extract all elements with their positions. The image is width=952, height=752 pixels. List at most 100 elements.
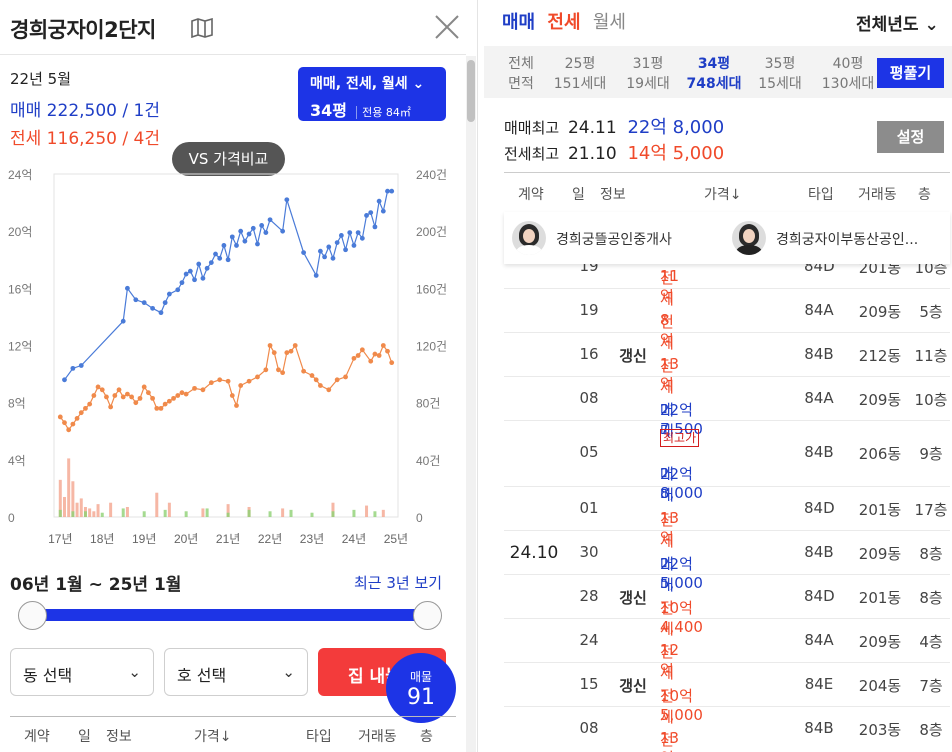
agent-avatar[interactable] [732,221,766,255]
pyeong-expand-button[interactable]: 평풀기 [877,58,944,88]
row-price-value: 11억 [660,267,680,305]
table-row[interactable]: 08 매매 22억 7,500 84A 209동 10층 [504,376,950,440]
volume-bar [62,496,66,517]
series-point [204,265,210,271]
volume-bar [58,509,62,517]
y-left-tick: 4억 [8,454,26,468]
volume-bar [167,502,171,517]
close-icon[interactable] [434,14,460,40]
series-point [288,348,294,354]
map-icon[interactable] [191,17,213,39]
tab-jeonse[interactable]: 전세 [547,12,581,33]
volume-bar [281,508,285,517]
volume-bar [96,504,100,517]
pyeong-tab-35[interactable]: 35평 15세대 [750,54,810,94]
date-range-label: 06년 1월 ~ 25년 1월 [10,575,182,595]
table-row[interactable]: 01 전세 13억 84D 201동 17층 [504,486,950,550]
chevron-down-icon: ⌄ [924,15,939,35]
pyeong-tab-bottom: 151세대 [553,76,607,92]
volume-bar [155,492,159,517]
series-point [343,247,348,253]
series-point [280,370,286,376]
x-tick: 21년 [216,532,240,546]
series-point [263,367,269,373]
th-floor: 층 [918,187,931,203]
pyeong-tab-bottom: 748세대 [686,76,742,92]
y-right-tick: 120건 [416,340,447,354]
series-point [171,395,176,401]
table-row[interactable]: 28 갱신 전세 10억 4,400 84D 201동 8층 [504,574,950,638]
table-row[interactable]: 05 최고가 매매 22억 8,000 84B 206동 9층 [504,420,950,504]
series-point [158,310,164,316]
volume-bar [58,479,62,517]
pyeong-tab-top: 40평 [832,56,864,72]
pyeong-tab-40[interactable]: 40평 130세대 [818,54,878,94]
table-row[interactable]: 16 갱신 전세 13억 84B 212동 11층 [504,332,950,396]
row-day: 16 [579,345,599,363]
volume-bar [163,509,167,517]
type-filter-button[interactable]: 매매, 전세, 월세 ⌄ 34평 전용 84㎡ [298,67,446,121]
pyeong-tab-top: 34평 [697,56,731,72]
y-right-tick: 240건 [416,168,447,182]
ho-select[interactable]: 호 선택 ⌄ [164,648,308,696]
row-price-value: 13억 [660,509,680,547]
series-point [389,360,395,366]
series-point [255,241,260,247]
listing-count-badge[interactable]: 매물 91 [386,653,456,723]
series-point [267,343,273,348]
th-floor: 층 [420,729,433,745]
series-point [179,390,185,396]
series-point [326,387,332,393]
series-point [234,243,239,248]
pyeong-tab-31[interactable]: 31평 19세대 [618,54,678,94]
row-unit-type: 84E [804,675,834,693]
settings-button[interactable]: 설정 [877,121,944,153]
row-floor: 10층 [914,391,948,409]
pyeong-tab-25[interactable]: 25평 151세대 [550,54,610,94]
series-point [250,225,256,231]
y-right-tick: 0 [416,511,423,525]
pyeong-tab-top: 25평 [564,56,596,72]
y-left-tick: 0 [8,511,15,525]
series-point [125,285,130,291]
series-point [179,280,185,286]
table-row[interactable]: 24 전세 12억 84A 209동 4층 [504,618,950,682]
table-row[interactable]: 24.10 30 매매 22억 5,000 84B 209동 8층 [504,530,950,594]
row-dong: 203동 [858,721,902,739]
slider-handle-end[interactable] [413,601,442,630]
recent-3y-link[interactable]: 최근 3년 보기 [354,574,443,592]
agent-name[interactable]: 경희궁뜰공인중개사 [556,232,672,248]
volume-bar [71,481,75,517]
pyeong-tab-34[interactable]: 34평 748세대 [682,54,746,94]
dong-select[interactable]: 동 선택 ⌄ [10,648,154,696]
table-row[interactable]: 15 갱신 전세 10억 5,000 84E 204동 7층 [504,662,950,726]
agent-avatar[interactable] [512,221,546,255]
series-point [309,373,315,378]
th-dong: 거래동 [358,729,397,745]
series-line [64,190,392,381]
row-day: 15 [579,675,599,693]
table-row[interactable]: 19 전세 8억 84A 209동 5층 [504,288,950,352]
pyeong-tab-all[interactable]: 전체 면적 [496,54,546,94]
row-dong: 212동 [858,347,902,365]
row-day: 28 [579,587,599,605]
year-select[interactable]: 전체년도 ⌄ [856,10,939,35]
th-price[interactable]: 가격↓ [194,729,232,745]
agent-name[interactable]: 경희궁자이부동산공인... [776,232,919,248]
scrollbar-thumb[interactable] [467,60,475,122]
volume-bar [142,511,146,517]
tab-monthly[interactable]: 월세 [592,12,626,33]
slider-handle-start[interactable] [18,601,47,630]
th-dong: 거래동 [858,187,897,203]
volume-bar [331,502,335,517]
series-point [217,255,223,261]
th-price[interactable]: 가격↓ [704,187,742,203]
left-scrollbar[interactable] [466,56,476,752]
row-floor: 17층 [914,501,948,519]
th-info: 정보 [106,729,132,745]
tab-sale[interactable]: 매매 [502,12,536,33]
date-range-slider[interactable] [18,601,442,631]
series-point [301,368,307,374]
vs-compare-button[interactable]: VS 가격비교 [172,142,285,176]
